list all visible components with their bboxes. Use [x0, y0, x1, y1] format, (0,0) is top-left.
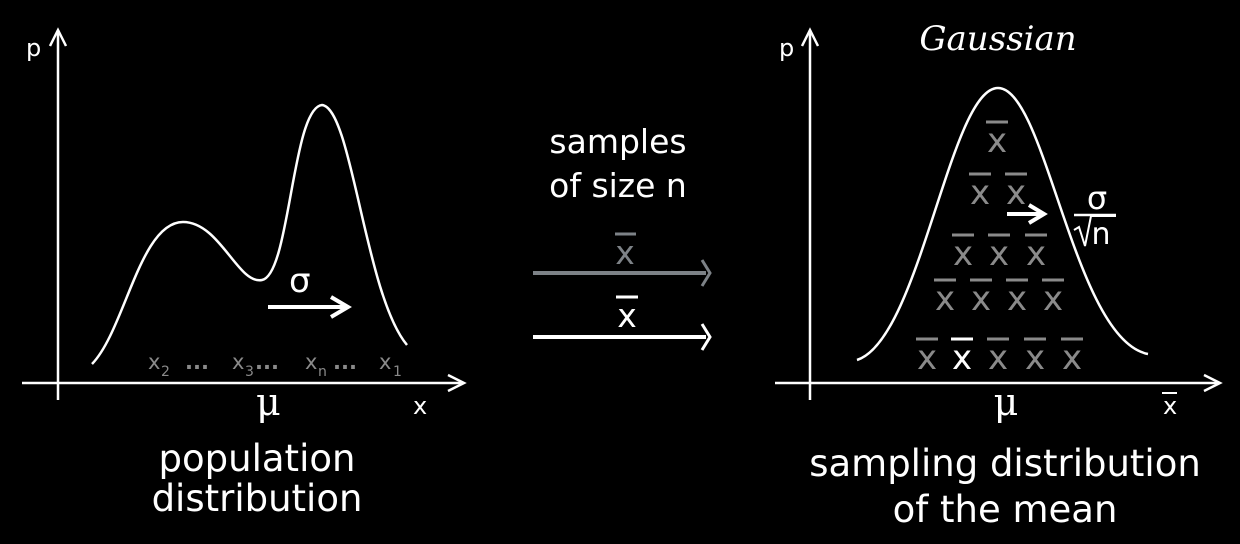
sample-values-row: x 2 ... x 3 ... x n ... x 1 — [148, 350, 402, 380]
sample-mean-highlighted: x — [952, 338, 972, 378]
gaussian-title: Gaussian — [919, 19, 1076, 59]
white-sample-arrowhead — [700, 323, 712, 351]
sample-mean: x — [1006, 173, 1026, 213]
left-y-axis-arrowhead — [48, 27, 68, 47]
sample-mean: x — [1007, 279, 1027, 319]
samples-label-line2: of size n — [549, 166, 687, 205]
sample-mean: x — [1025, 338, 1045, 378]
samples-label-line1: samples — [549, 122, 686, 161]
sqrt-symbol — [1073, 215, 1116, 247]
sampling-caption-line1: sampling distribution — [809, 442, 1201, 485]
sampling-process: samples of size n x x — [533, 122, 712, 351]
xbar-label-gray: x — [615, 233, 635, 272]
gray-sample-arrowhead — [700, 259, 712, 287]
population-caption-line1: population — [159, 437, 356, 480]
sample-means-stack: xx xx x xx x x xx x x x x — [916, 120, 1083, 378]
left-x-axis-arrowhead — [447, 373, 467, 393]
left-sigma-arrowhead — [329, 295, 352, 319]
sample-xn: x — [305, 350, 317, 374]
sample-dots-1: ... — [185, 350, 209, 374]
sample-dots-3: ... — [333, 350, 357, 374]
bimodal-population-curve — [91, 103, 408, 365]
sample-mean: x — [917, 338, 937, 378]
sample-x1: x — [379, 350, 391, 374]
population-caption-line2: distribution — [152, 477, 363, 520]
left-mu-label: μ — [256, 380, 281, 424]
right-y-axis-arrowhead — [800, 27, 820, 47]
right-y-axis-label: p — [779, 34, 794, 62]
right-sigma-label: σ — [1087, 179, 1107, 217]
sample-xn-subscript: n — [318, 364, 327, 380]
xbar-label-white: x — [617, 296, 637, 335]
sample-mean: x — [988, 338, 1008, 378]
sampling-distribution-panel: Gaussian p x μ σ n xx xx x xx x x xx x x x x sampl… — [775, 19, 1223, 531]
sample-x2: x — [148, 350, 160, 374]
sample-mean: x — [953, 234, 973, 274]
gaussian-curve — [856, 86, 1149, 362]
sample-dots-2: ... — [255, 350, 279, 374]
sample-mean: x — [1026, 234, 1046, 274]
left-sigma-label: σ — [289, 261, 311, 301]
sampling-caption-line2: of the mean — [893, 488, 1118, 531]
left-y-axis-label: p — [26, 34, 41, 62]
right-x-axis-arrowhead — [1203, 373, 1223, 393]
sample-mean: x — [935, 279, 955, 319]
sqrt-n-label: n — [1091, 217, 1110, 252]
sample-mean: x — [970, 173, 990, 213]
sample-mean: x — [987, 121, 1007, 161]
sample-x3-subscript: 3 — [245, 364, 254, 380]
right-x-axis-label: x — [1163, 392, 1177, 420]
sample-mean: x — [971, 279, 991, 319]
left-x-axis-label: x — [413, 392, 427, 420]
sample-mean: x — [989, 234, 1009, 274]
right-sigma-arrowhead — [1027, 203, 1048, 225]
sample-mean: x — [1043, 279, 1063, 319]
sample-x1-subscript: 1 — [393, 364, 402, 380]
sample-x3: x — [232, 350, 244, 374]
sample-mean: x — [1062, 338, 1082, 378]
right-mu-label: μ — [994, 380, 1019, 424]
population-panel: p x μ σ x 2 ... x 3 ... x n ... x 1 popu… — [22, 27, 467, 520]
sample-x2-subscript: 2 — [161, 364, 170, 380]
